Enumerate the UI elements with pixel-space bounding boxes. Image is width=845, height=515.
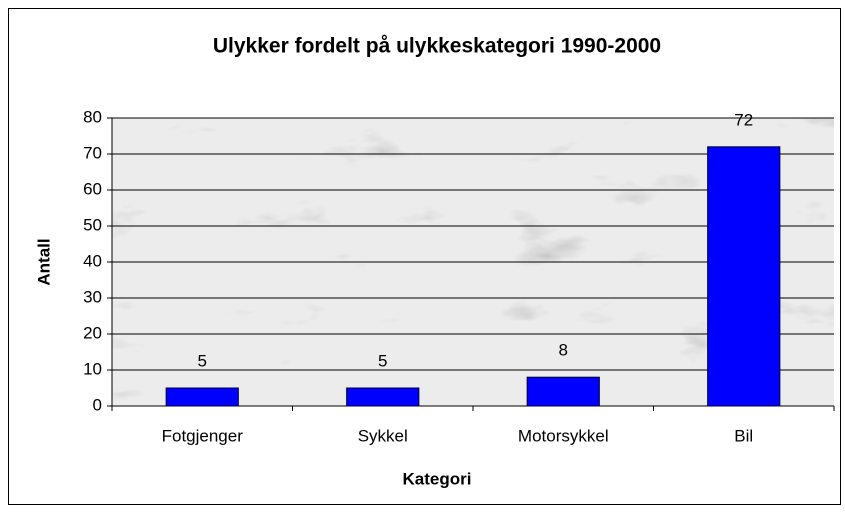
x-tick-label: Bil: [734, 426, 753, 445]
y-tick-label: 40: [83, 251, 102, 270]
data-label: 5: [198, 351, 207, 370]
data-label: 8: [559, 341, 568, 360]
x-tick-label: Fotgjenger: [162, 426, 244, 445]
chart-title: Ulykker fordelt på ulykkeskategori 1990-…: [213, 35, 661, 58]
y-tick-label: 30: [83, 287, 102, 306]
x-tick-label: Motorsykkel: [518, 426, 609, 445]
y-tick-label: 10: [83, 359, 102, 378]
x-axis-title: Kategori: [403, 469, 472, 488]
data-label: 5: [378, 351, 387, 370]
y-tick-label: 70: [83, 143, 102, 162]
y-tick-label: 20: [83, 323, 102, 342]
bar: [707, 146, 781, 407]
bar: [165, 387, 239, 407]
data-label: 72: [734, 110, 753, 129]
y-tick-label: 0: [93, 395, 102, 414]
x-tick-label: Sykkel: [358, 426, 408, 445]
y-tick-label: 80: [83, 107, 102, 126]
y-tick-label: 50: [83, 215, 102, 234]
bar: [346, 387, 420, 407]
bar: [526, 376, 600, 407]
y-tick-label: 60: [83, 179, 102, 198]
y-axis-title: Antall: [34, 238, 53, 285]
